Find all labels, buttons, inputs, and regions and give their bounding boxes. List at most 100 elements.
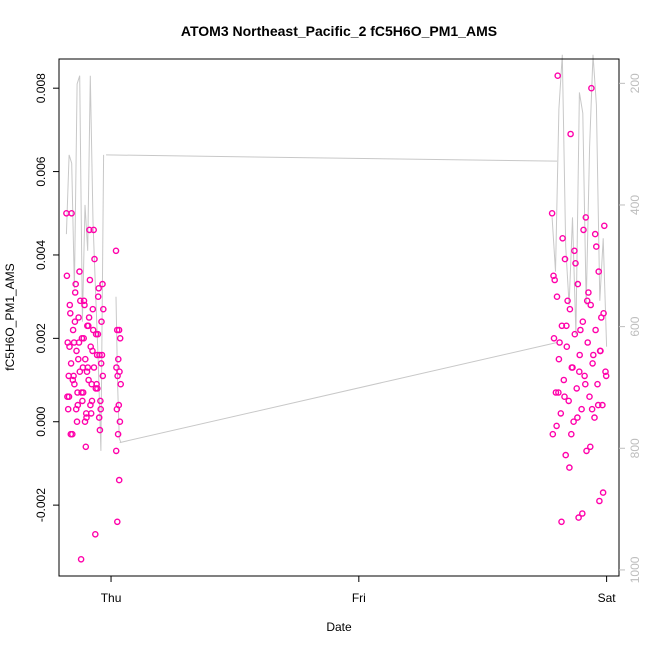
data-point [555, 355, 563, 363]
data-point [568, 430, 575, 438]
data-point [77, 297, 84, 305]
data-point [95, 414, 103, 421]
data-point [550, 334, 558, 342]
data-points [63, 72, 610, 563]
data-point [599, 401, 606, 409]
plot-frame [58, 58, 620, 577]
data-point [96, 426, 104, 434]
y-tick-label: -0.002 [34, 488, 48, 522]
data-point [117, 380, 124, 388]
data-point [595, 268, 603, 275]
data-point [89, 347, 96, 355]
data-point [94, 330, 102, 338]
data-point [116, 334, 124, 342]
data-point [71, 318, 79, 326]
y-axis-label: fC5H6O_PM1_AMS [3, 263, 17, 370]
data-point [69, 376, 77, 384]
data-point [87, 401, 94, 409]
data-point [553, 422, 560, 430]
data-point [80, 334, 87, 342]
data-point [92, 385, 100, 392]
data-point [88, 380, 95, 388]
data-point [79, 364, 87, 371]
x-tick-label: Fri [352, 591, 366, 605]
data-point [594, 401, 602, 409]
data-point [89, 326, 97, 334]
data-point [93, 351, 101, 359]
secondary-series-line [65, 54, 608, 451]
data-point [112, 247, 120, 255]
data-point [89, 305, 97, 313]
data-point [64, 393, 71, 401]
y-tick-label: 0.006 [34, 156, 48, 186]
data-point [82, 355, 89, 363]
data-point [571, 330, 579, 338]
data-point [572, 259, 579, 267]
data-point [90, 226, 97, 234]
data-point [81, 301, 88, 309]
data-point [68, 209, 75, 217]
y-tick-label: 0.000 [34, 406, 48, 436]
data-point [90, 364, 98, 371]
data-point [67, 360, 75, 367]
data-point [74, 389, 81, 396]
data-point [114, 430, 122, 438]
data-point [602, 368, 609, 376]
data-point [553, 293, 561, 301]
data-point [563, 343, 571, 351]
data-point [550, 272, 557, 280]
data-point [63, 272, 71, 280]
data-point [113, 405, 121, 413]
data-point [73, 418, 81, 426]
data-point [579, 510, 586, 517]
line-segment-0 [65, 75, 105, 451]
data-point [584, 339, 592, 346]
data-point [97, 360, 105, 367]
data-point [98, 318, 105, 326]
data-point [69, 326, 77, 334]
data-point [551, 276, 559, 284]
data-point [577, 326, 584, 334]
data-point [95, 284, 102, 292]
data-point [582, 214, 590, 221]
data-point [70, 339, 78, 346]
data-point [113, 326, 121, 334]
data-point [67, 309, 74, 317]
data-point [564, 297, 571, 305]
data-point [571, 247, 578, 255]
data-point [115, 476, 123, 484]
data-point [576, 351, 584, 359]
data-point [575, 514, 582, 521]
data-point [567, 130, 574, 138]
secondary-y-axis: 200 400 600 800 1000 [619, 73, 642, 583]
data-point [82, 443, 90, 451]
data-point [559, 234, 566, 242]
data-point [574, 414, 581, 421]
data-point [65, 372, 72, 380]
line-connector-1 [119, 342, 558, 444]
data-point [566, 305, 574, 313]
data-point [557, 410, 565, 417]
x-axis-label: Date [326, 620, 352, 634]
data-point [589, 360, 596, 367]
right-tick-label: 600 [628, 316, 642, 336]
data-point [569, 364, 576, 371]
data-point [562, 451, 570, 459]
data-point [596, 347, 604, 355]
data-point [99, 372, 107, 380]
data-point [588, 84, 595, 92]
data-point [67, 430, 75, 438]
data-point [558, 322, 566, 330]
data-point [583, 297, 591, 305]
data-point [66, 343, 73, 351]
right-tick-label: 800 [628, 438, 642, 458]
data-point [586, 393, 593, 401]
data-point [588, 405, 596, 413]
line-connector-0 [106, 154, 558, 162]
data-point [598, 314, 605, 321]
data-point [592, 326, 599, 334]
data-point [79, 397, 86, 405]
line-segment-2 [551, 54, 608, 347]
data-point [97, 405, 104, 413]
y-tick-label: 0.002 [34, 323, 48, 353]
